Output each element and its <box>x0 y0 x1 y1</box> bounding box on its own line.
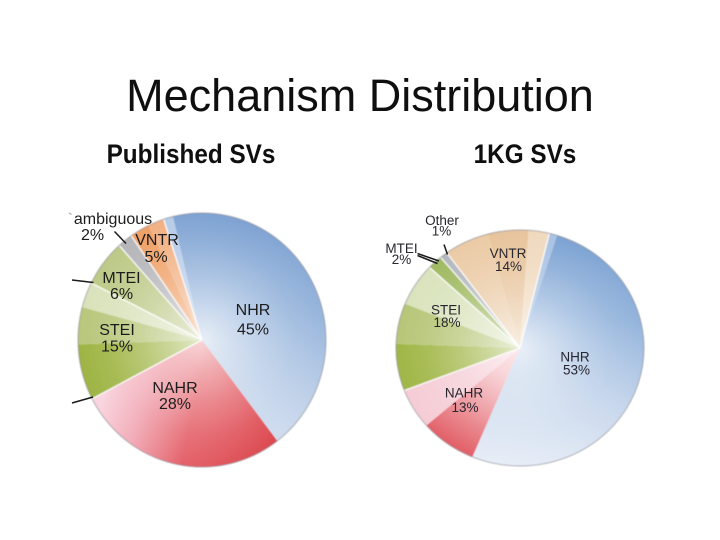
svg-text:5%: 5% <box>144 249 167 266</box>
svg-text:STEI: STEI <box>431 303 461 318</box>
svg-text:ambiguous: ambiguous <box>74 211 152 228</box>
svg-text:2%: 2% <box>392 252 412 267</box>
svg-text:13%: 13% <box>451 400 478 415</box>
svg-text:MTEI: MTEI <box>102 270 140 287</box>
svg-text:STEI: STEI <box>99 322 135 339</box>
svg-text:2%: 2% <box>81 227 104 244</box>
svg-text:1%: 1% <box>432 224 452 239</box>
svg-text:18%: 18% <box>433 315 460 330</box>
svg-text:NAHR: NAHR <box>445 386 484 401</box>
svg-text:Other: Other <box>425 213 459 228</box>
svg-text:6%: 6% <box>110 286 133 303</box>
svg-text:15%: 15% <box>101 339 133 356</box>
svg-text:NHR: NHR <box>560 350 589 365</box>
svg-text:VNTR: VNTR <box>490 246 527 261</box>
svg-text:45%: 45% <box>237 322 269 339</box>
svg-text:NHR: NHR <box>236 302 271 319</box>
svg-text:53%: 53% <box>563 363 590 378</box>
svg-text:MTEI: MTEI <box>385 241 417 256</box>
svg-text:14%: 14% <box>495 259 522 274</box>
svg-text:VNTR: VNTR <box>135 232 179 249</box>
svg-text:NAHR: NAHR <box>152 380 197 397</box>
svg-text:28%: 28% <box>159 396 191 413</box>
